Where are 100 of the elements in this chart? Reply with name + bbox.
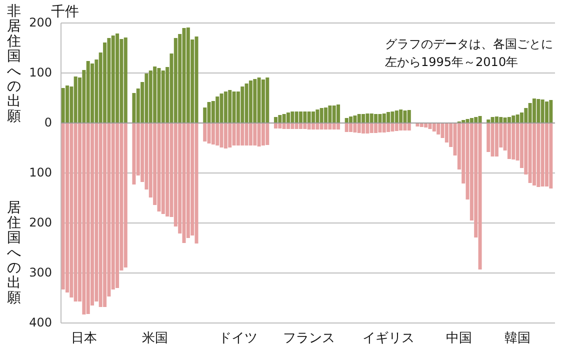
- bar: [490, 117, 494, 123]
- bar: [540, 100, 544, 123]
- bar: [462, 123, 466, 184]
- bar: [428, 123, 432, 129]
- bar: [140, 123, 144, 182]
- bar: [549, 123, 553, 188]
- bar: [520, 123, 524, 168]
- bar: [394, 110, 398, 123]
- bar: [370, 123, 374, 133]
- bar: [544, 123, 548, 186]
- bar: [386, 112, 390, 123]
- bar: [286, 112, 290, 123]
- bar: [457, 123, 461, 170]
- bar: [161, 70, 165, 123]
- bar: [224, 92, 228, 123]
- bar: [120, 123, 124, 270]
- bar: [257, 78, 261, 123]
- bar: [324, 123, 328, 130]
- bar: [336, 123, 340, 130]
- bar: [307, 112, 311, 123]
- x-tick-label: 日本: [70, 331, 97, 346]
- bar: [124, 38, 128, 123]
- bar: [332, 106, 336, 123]
- bar: [98, 123, 102, 307]
- bar: [470, 123, 474, 220]
- bar: [403, 123, 407, 130]
- bar: [298, 123, 302, 129]
- bar: [532, 98, 536, 123]
- bar: [466, 123, 470, 200]
- bar: [244, 84, 248, 123]
- bar: [186, 28, 190, 123]
- bar: [378, 114, 382, 123]
- bar: [220, 123, 224, 148]
- bar: [528, 123, 532, 183]
- bar: [111, 123, 115, 290]
- bar: [490, 123, 494, 156]
- bar: [516, 114, 520, 123]
- bar: [357, 114, 361, 123]
- bar: [478, 116, 482, 123]
- bar: [228, 123, 232, 148]
- y-tick-label: 200: [29, 15, 52, 30]
- bar: [144, 123, 148, 190]
- bar: [161, 123, 165, 214]
- bar: [449, 123, 453, 147]
- bar: [516, 123, 520, 160]
- bar: [494, 123, 498, 156]
- bar: [240, 123, 244, 146]
- bar: [353, 123, 357, 132]
- bar: [86, 123, 90, 314]
- bar: [278, 115, 282, 123]
- bar: [107, 123, 111, 296]
- bar: [344, 118, 348, 123]
- bar: [540, 123, 544, 186]
- bar: [474, 123, 478, 238]
- bar: [362, 123, 366, 134]
- bar: [157, 68, 161, 123]
- bar: [478, 123, 482, 270]
- bar: [220, 94, 224, 123]
- bar: [382, 123, 386, 132]
- bar: [494, 116, 498, 123]
- bar: [253, 123, 257, 146]
- bar: [132, 123, 136, 184]
- bar: [274, 123, 278, 128]
- annotation: グラフのデータは、各国ごとに: [385, 37, 553, 51]
- bar: [349, 116, 353, 123]
- bar: [378, 123, 382, 132]
- bar: [148, 123, 152, 198]
- bar: [257, 123, 261, 146]
- bar: [248, 123, 252, 146]
- bar: [353, 116, 357, 123]
- bar: [190, 123, 194, 236]
- bar: [399, 110, 403, 123]
- bar: [166, 123, 170, 216]
- bar: [444, 123, 448, 142]
- bar: [153, 66, 157, 123]
- bar: [440, 123, 444, 138]
- bar: [282, 123, 286, 129]
- y-tick-label: 200: [29, 215, 52, 230]
- bar: [111, 36, 115, 123]
- bar: [61, 88, 65, 123]
- bar: [453, 123, 457, 156]
- bar: [470, 118, 474, 123]
- y-tick-label: 100: [29, 65, 52, 80]
- x-tick-label: 米国: [142, 331, 168, 346]
- bar: [232, 123, 236, 146]
- text: 居住国への出願: [6, 200, 21, 306]
- bar: [74, 123, 78, 302]
- bar: [186, 123, 190, 238]
- bar: [532, 123, 536, 186]
- bar: [362, 114, 366, 123]
- bar: [486, 123, 490, 152]
- bar: [261, 123, 265, 146]
- bar: [499, 123, 503, 148]
- bar: [328, 123, 332, 130]
- bar: [357, 123, 361, 133]
- bar: [144, 74, 148, 123]
- bar: [86, 61, 90, 123]
- bar: [194, 36, 198, 123]
- bar: [282, 114, 286, 123]
- bar: [174, 123, 178, 226]
